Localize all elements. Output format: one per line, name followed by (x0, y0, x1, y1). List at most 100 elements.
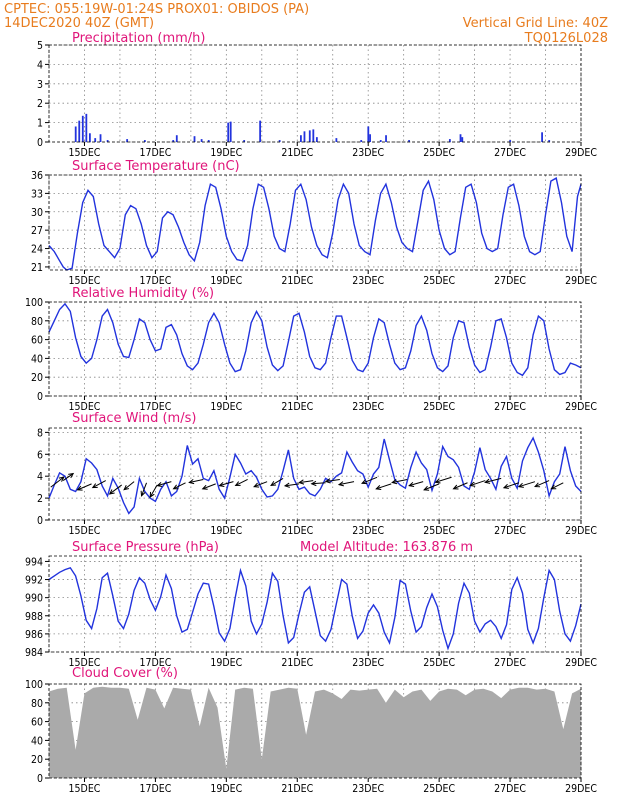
pres-ytick-label: 990 (25, 593, 43, 605)
wind-arrow (92, 480, 106, 489)
cloud-ytick-label: 100 (25, 679, 43, 691)
rh-ytick-label: 20 (31, 372, 43, 384)
precip-bar (85, 113, 88, 142)
wind-arrow (284, 483, 300, 487)
pressure-title: Surface Pressure (hPa) (72, 540, 219, 555)
precip-bar (448, 139, 451, 142)
cloud-ytick-label: 60 (31, 717, 43, 729)
wind-arrow (270, 477, 284, 486)
precip-bar (243, 140, 246, 142)
wind-arrow-head (172, 484, 179, 490)
wind-arrow (435, 476, 452, 483)
wind-xtick-label: 21DEC (281, 525, 313, 537)
precip-bar (106, 140, 109, 142)
pres-xtick-label: 19DEC (210, 657, 242, 669)
pres-xtick-label: 23DEC (352, 657, 384, 669)
wind-ytick-label: 0 (37, 515, 43, 527)
pres-ytick-label: 984 (25, 647, 43, 659)
wind-arrow-head (517, 482, 524, 488)
header-station: CPTEC: 055:19W-01:24S PROX01: OBIDOS (PA… (4, 2, 309, 17)
wind-arrow-head (91, 483, 98, 489)
pres-xtick-label: 21DEC (281, 657, 313, 669)
wind-arrow (551, 482, 564, 490)
wind-arrow-head (452, 484, 459, 490)
wind-arrow-head (234, 481, 241, 486)
rh-xtick-label: 15DEC (69, 401, 101, 413)
temp-xtick-label: 15DEC (69, 275, 101, 287)
temp-ytick-label: 33 (31, 188, 43, 200)
rh-ytick-label: 0 (37, 391, 43, 403)
wind-series-line (48, 436, 582, 515)
precip-ytick-label: 0 (37, 137, 43, 149)
rh-xtick-label: 17DEC (139, 401, 171, 413)
temp-xtick-label: 21DEC (281, 275, 313, 287)
cloud-frame (48, 683, 582, 779)
wind-arrow-head (156, 481, 163, 488)
wind-arrow (50, 476, 65, 488)
wind-xtick-label: 17DEC (139, 525, 171, 537)
wind-ytick-label: 2 (37, 493, 43, 505)
precip-ytick-label: 4 (37, 59, 43, 71)
wind-arrow (361, 476, 378, 484)
cloud-xtick-label: 27DEC (494, 783, 526, 795)
wind-arrow-head (408, 481, 415, 488)
cloud-xtick-label: 25DEC (423, 783, 455, 795)
cloud-xtick-label: 21DEC (281, 783, 313, 795)
precip-bar (126, 139, 129, 142)
precip-bar (300, 135, 302, 142)
temp-ytick-label: 36 (31, 170, 43, 182)
precip-bar (99, 134, 102, 142)
pres-ytick-label: 994 (25, 556, 43, 568)
rh-xtick-label: 27DEC (494, 401, 526, 413)
wind-arrow (219, 481, 234, 487)
temp-xtick-label: 23DEC (352, 275, 384, 287)
wind-arrow (235, 479, 248, 486)
precip-xtick-label: 29DEC (565, 147, 597, 159)
header-model: TQ0126L028 (524, 31, 608, 46)
wind-ytick-label: 6 (37, 449, 43, 461)
wind-arrow-head (76, 485, 83, 491)
wind-arrow (518, 481, 536, 488)
wind-arrow (157, 481, 172, 487)
temp-series-line (48, 177, 582, 271)
wind-arrow (189, 478, 204, 483)
precip-bar (193, 136, 196, 142)
wind-arrow-head (283, 482, 290, 488)
pressure-subtitle: Model Altitude: 163.876 m (300, 540, 473, 555)
precip-bar (172, 140, 175, 142)
precip-bar (459, 134, 462, 142)
wind-xtick-label: 29DEC (565, 525, 597, 537)
rh-ytick-label: 80 (31, 316, 43, 328)
wind-ytick-label: 8 (37, 427, 43, 439)
precip-xtick-label: 25DEC (423, 147, 455, 159)
wind-arrow-head (218, 481, 225, 488)
temp-xtick-label: 25DEC (423, 275, 455, 287)
precip-bar (175, 135, 178, 142)
wind-arrow-head (434, 478, 441, 484)
header-grid-info: Vertical Grid Line: 40Z (463, 16, 608, 31)
temp-title: Surface Temperature (nC) (72, 159, 240, 174)
rh-frame (48, 301, 582, 397)
temp-ytick-label: 24 (31, 244, 43, 256)
cloud-xtick-label: 29DEC (565, 783, 597, 795)
pres-xtick-label: 25DEC (423, 657, 455, 669)
wind-arrow (376, 483, 392, 490)
rh-series-line (48, 302, 582, 377)
temp-xtick-label: 29DEC (565, 275, 597, 287)
cloud-title: Cloud Cover (%) (72, 666, 178, 681)
wind-xtick-label: 27DEC (494, 525, 526, 537)
precip-xtick-label: 15DEC (69, 147, 101, 159)
wind-arrow-head (108, 489, 115, 495)
wind-arrow (173, 482, 186, 490)
wind-arrow-head (484, 478, 491, 484)
precip-ytick-label: 5 (37, 40, 43, 52)
precip-frame (48, 44, 582, 143)
cloud-area (49, 686, 581, 778)
temp-ytick-label: 27 (31, 225, 43, 237)
rh-xtick-label: 29DEC (565, 401, 597, 413)
wind-arrow (62, 473, 74, 481)
wind-arrow (149, 484, 158, 498)
wind-arrow (392, 478, 408, 483)
wind-arrow-head (298, 479, 305, 485)
wind-arrow (299, 480, 314, 484)
